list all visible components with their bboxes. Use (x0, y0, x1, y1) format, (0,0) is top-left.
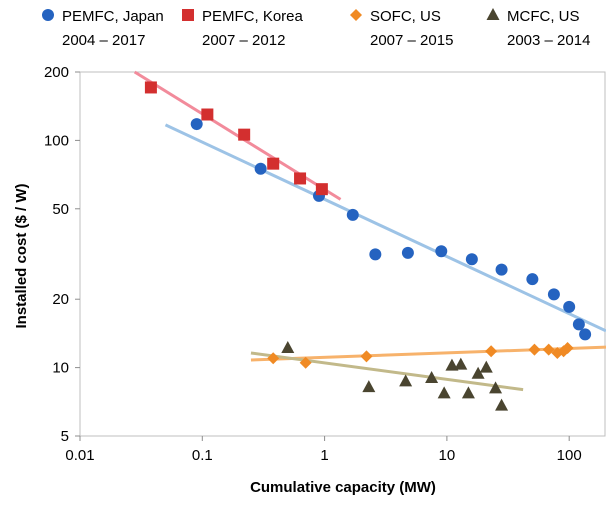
data-point-pemfc-japan (579, 328, 592, 341)
data-point-mcfc-us (489, 381, 503, 394)
axes: 0.01 0.1 1 10 100 5 10 20 50 100 200 (44, 64, 606, 464)
plot-frame (79, 71, 606, 437)
legend-label: SOFC, US (370, 8, 441, 25)
data-point-mcfc-us (495, 398, 509, 411)
y-axis-label: Installed cost ($ / W) (13, 183, 30, 328)
data-point-pemfc-japan (435, 245, 448, 258)
data-point-pemfc-japan (547, 288, 560, 301)
legend-marker-mcfc-us (486, 8, 500, 20)
data-point-mcfc-us (437, 386, 451, 399)
data-markers (144, 81, 592, 411)
legend-period: 2003 – 2014 (507, 32, 590, 49)
data-point-sofc-us (360, 350, 373, 363)
data-point-pemfc-japan (369, 248, 382, 261)
trend-line-pemfc-korea (133, 70, 342, 201)
data-point-pemfc-japan (190, 118, 203, 131)
data-point-sofc-us (528, 343, 541, 356)
legend-period: 2007 – 2012 (202, 32, 285, 49)
data-point-pemfc-japan (254, 162, 267, 175)
data-point-mcfc-us (281, 340, 295, 353)
data-point-pemfc-japan (563, 300, 576, 313)
y-tick-label: 10 (52, 360, 69, 377)
legend-period: 2007 – 2015 (370, 32, 453, 49)
x-tick-label: 0.01 (65, 447, 94, 464)
data-point-mcfc-us (471, 366, 485, 379)
legend-marker-pemfc-japan (42, 9, 54, 21)
legend-marker-sofc-us (350, 9, 362, 21)
legend-entry-pemfc-korea: PEMFC, Korea 2007 – 2012 (182, 8, 304, 49)
x-tick-label: 0.1 (192, 447, 213, 464)
data-point-sofc-us (267, 352, 280, 365)
data-point-pemfc-japan (465, 253, 478, 266)
data-point-pemfc-korea (267, 157, 280, 170)
data-point-mcfc-us (479, 360, 493, 373)
legend-label: MCFC, US (507, 8, 580, 25)
legend-marker-pemfc-korea (182, 9, 194, 21)
x-tick-label: 10 (439, 447, 456, 464)
y-tick-label: 20 (52, 291, 69, 308)
data-point-sofc-us (561, 341, 574, 354)
data-point-pemfc-korea (238, 128, 251, 141)
y-tick-label: 100 (44, 132, 69, 149)
data-point-mcfc-us (362, 380, 376, 393)
x-tick-label: 100 (557, 447, 582, 464)
legend-entry-sofc-us: SOFC, US 2007 – 2015 (350, 8, 453, 49)
data-point-mcfc-us (425, 371, 439, 384)
data-point-pemfc-japan (401, 246, 414, 259)
data-point-mcfc-us (454, 357, 468, 370)
x-tick-label: 1 (320, 447, 328, 464)
y-tick-label: 50 (52, 201, 69, 218)
data-point-mcfc-us (461, 386, 475, 399)
trend-line-pemfc-japan (164, 123, 606, 333)
data-point-pemfc-korea (315, 183, 328, 196)
legend-period: 2004 – 2017 (62, 32, 145, 49)
data-point-pemfc-japan (495, 263, 508, 276)
legend-label: PEMFC, Korea (202, 8, 304, 25)
data-point-pemfc-japan (526, 273, 539, 286)
trend-line-mcfc-us (250, 351, 524, 392)
legend-label: PEMFC, Japan (62, 8, 164, 25)
legend: PEMFC, Japan 2004 – 2017 PEMFC, Korea 2007 … (42, 8, 590, 49)
data-point-pemfc-japan (572, 318, 585, 331)
data-point-mcfc-us (445, 358, 459, 371)
data-point-pemfc-korea (201, 108, 214, 121)
legend-entry-pemfc-japan: PEMFC, Japan 2004 – 2017 (42, 8, 164, 49)
data-point-pemfc-korea (144, 81, 157, 94)
data-point-pemfc-japan (346, 208, 359, 221)
data-point-pemfc-korea (294, 172, 307, 185)
data-point-sofc-us (299, 356, 312, 369)
y-tick-label: 200 (44, 64, 69, 81)
y-tick-label: 5 (61, 428, 69, 445)
legend-entry-mcfc-us: MCFC, US 2003 – 2014 (486, 8, 590, 49)
x-axis-label: Cumulative capacity (MW) (250, 479, 436, 496)
data-point-mcfc-us (399, 374, 413, 387)
data-point-sofc-us (485, 345, 498, 358)
